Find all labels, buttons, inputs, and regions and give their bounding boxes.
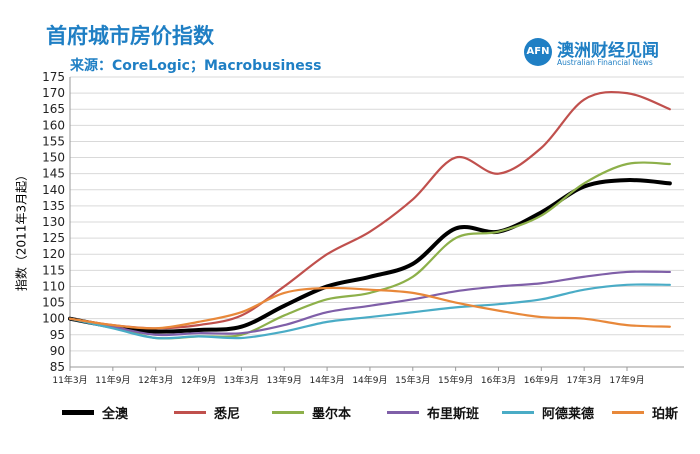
y-tick-label: 90	[50, 344, 65, 358]
x-tick-label: 17年3月	[567, 374, 602, 386]
x-tick-label: 16年9月	[524, 374, 559, 386]
y-tick-label: 150	[42, 151, 65, 165]
legend-swatch	[62, 410, 94, 415]
y-tick-label: 175	[42, 70, 65, 84]
legend-swatch	[174, 411, 206, 414]
afn-logo: AFN 澳洲财经见闻 Australian Financial News	[524, 36, 694, 72]
legend-swatch	[502, 411, 534, 414]
series-line-布里斯班	[68, 270, 671, 337]
legend-label: 珀斯	[652, 407, 679, 422]
y-tick-label: 125	[42, 231, 65, 245]
y-tick-label: 85	[50, 360, 65, 374]
x-tick-label: 11年3月	[52, 374, 87, 386]
legend-label: 布里斯班	[427, 407, 480, 422]
y-tick-label: 110	[42, 279, 65, 293]
x-tick-label: 11年9月	[95, 374, 130, 386]
series-line-珀斯	[68, 286, 671, 330]
y-tick-label: 95	[50, 328, 65, 342]
series-line-全澳	[68, 178, 672, 334]
y-tick-label: 165	[42, 102, 65, 116]
y-tick-label: 100	[42, 312, 65, 326]
afn-logo-name-en: Australian Financial News	[557, 58, 653, 67]
legend-swatch	[272, 411, 304, 414]
legend-swatch	[612, 411, 644, 414]
x-tick-label: 14年3月	[309, 374, 344, 386]
afn-logo-icon: AFN	[524, 38, 552, 66]
chart-legend: 全澳 悉尼 墨尔本 布里斯班 阿德莱德 珀斯	[62, 401, 692, 427]
x-tick-label: 13年9月	[267, 374, 302, 386]
x-tick-label: 12年3月	[138, 374, 173, 386]
y-tick-label: 120	[42, 247, 65, 261]
legend-label: 全澳	[102, 407, 129, 422]
x-tick-label: 16年3月	[481, 374, 516, 386]
x-tick-label: 13年3月	[224, 374, 259, 386]
legend-label: 阿德莱德	[542, 407, 595, 422]
legend-label: 墨尔本	[312, 407, 352, 422]
legend-label: 悉尼	[214, 407, 241, 422]
x-tick-label: 17年9月	[609, 374, 644, 386]
chart-source: 来源：CoreLogic；Macrobusiness	[70, 58, 322, 74]
y-tick-label: 145	[42, 167, 65, 181]
afn-logo-name-cn: 澳洲财经见闻	[557, 41, 659, 61]
y-tick-label: 140	[42, 183, 65, 197]
y-tick-label: 135	[42, 199, 65, 213]
x-tick-label: 15年3月	[395, 374, 430, 386]
chart-title: 首府城市房价指数	[46, 24, 214, 48]
y-tick-label: 170	[42, 86, 65, 100]
y-tick-label: 115	[42, 263, 65, 277]
y-tick-label: 155	[42, 134, 65, 148]
x-tick-label: 15年9月	[438, 374, 473, 386]
x-tick-label: 14年9月	[352, 374, 387, 386]
x-tick-label: 12年9月	[181, 374, 216, 386]
y-tick-label: 130	[42, 215, 65, 229]
series-line-阿德莱德	[68, 283, 671, 340]
legend-swatch	[387, 411, 419, 414]
y-tick-label: 105	[42, 296, 65, 310]
y-tick-label: 160	[42, 118, 65, 132]
